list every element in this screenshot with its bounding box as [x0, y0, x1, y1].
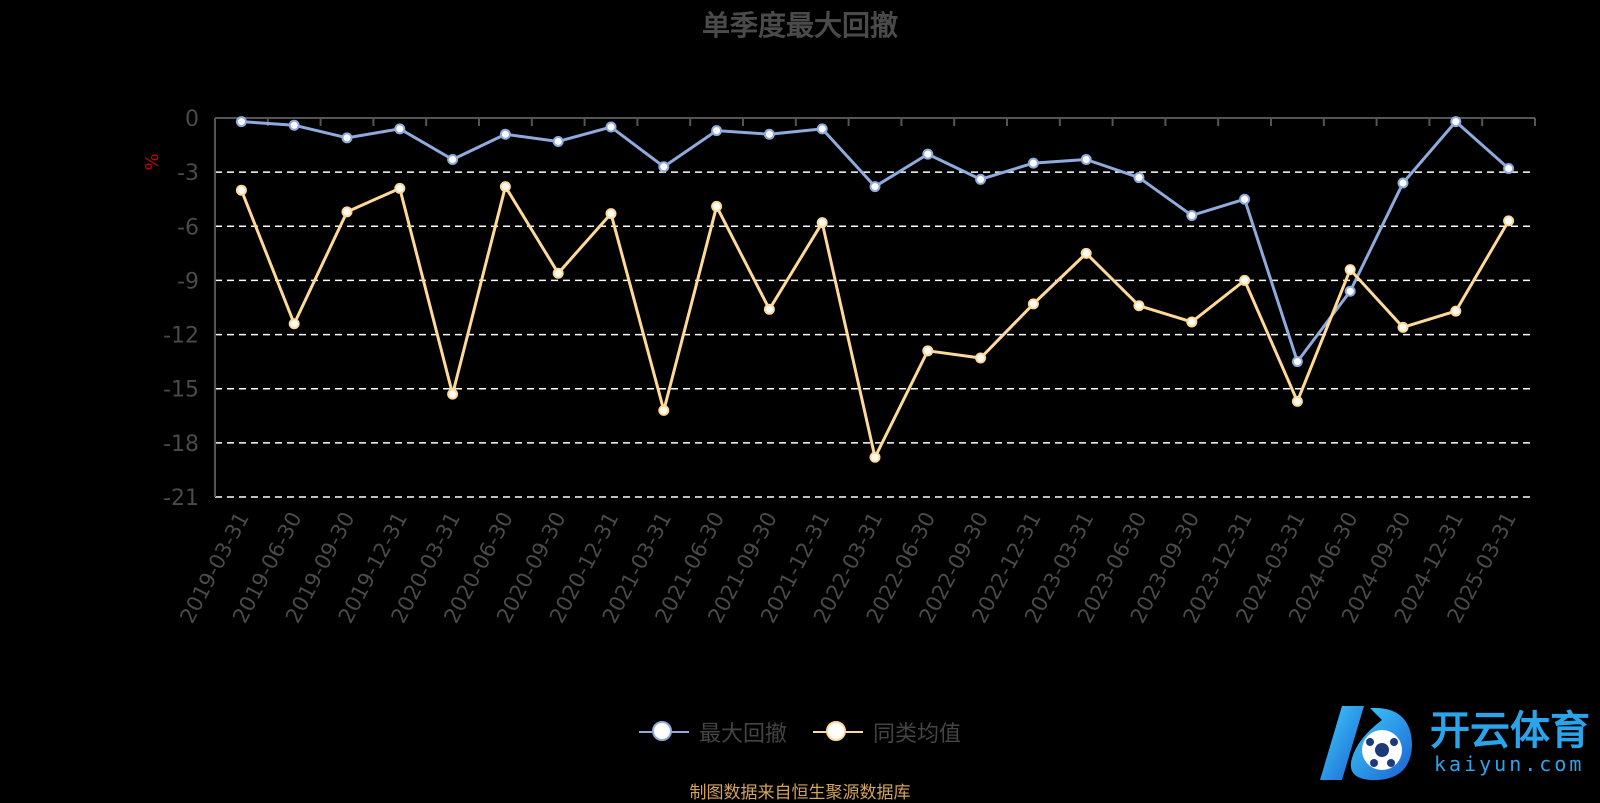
y-tick-label: -9 [177, 269, 199, 294]
source-note: 制图数据来自恒生聚源数据库 [689, 783, 911, 803]
y-tick-label: -12 [163, 324, 199, 349]
data-point-1 [1133, 300, 1145, 312]
data-point-0 [658, 161, 670, 173]
legend-label-peer-average: 同类均值 [873, 722, 962, 747]
legend: 最大回撤 同类均值 [0, 716, 1600, 748]
data-point-1 [1503, 215, 1515, 227]
data-point-1 [341, 206, 353, 218]
data-point-0 [869, 181, 881, 193]
data-point-0 [763, 128, 775, 140]
data-point-1 [658, 404, 670, 416]
data-point-1 [447, 388, 459, 400]
watermark-logo: 开云体育 kaiyun.com [1312, 698, 1600, 788]
data-point-0 [235, 116, 247, 128]
data-point-1 [1450, 305, 1462, 317]
data-point-1 [711, 200, 723, 212]
data-point-1 [1239, 274, 1251, 286]
y-tick-label: -6 [177, 215, 199, 240]
data-point-1 [1027, 298, 1039, 310]
legend-label-drawdown: 最大回撤 [698, 722, 787, 747]
data-point-0 [288, 119, 300, 131]
data-point-1 [975, 352, 987, 364]
data-point-0 [1291, 356, 1303, 368]
data-point-0 [1027, 157, 1039, 169]
data-point-1 [1080, 247, 1092, 259]
data-point-1 [394, 182, 406, 194]
data-point-1 [235, 184, 247, 196]
data-point-0 [975, 173, 987, 185]
data-point-1 [1186, 316, 1198, 328]
series-line-1 [240, 185, 1510, 459]
data-point-0 [341, 132, 353, 144]
data-point-1 [1291, 395, 1303, 407]
data-point-0 [816, 123, 828, 135]
data-point-0 [447, 154, 459, 166]
data-point-0 [1133, 172, 1145, 184]
data-point-0 [922, 148, 934, 160]
series-line-0 [241, 120, 1510, 364]
data-point-1 [499, 181, 511, 193]
data-point-0 [711, 125, 723, 137]
tick-labels: 0-3-6-9-12-15-18-21%2019-03-312019-06-30… [142, 107, 1521, 627]
data-point-1 [1344, 264, 1356, 276]
data-point-0 [499, 128, 511, 140]
chart-title: 单季度最大回撤 [701, 9, 898, 42]
data-point-0 [1080, 154, 1092, 166]
y-tick-label: -21 [163, 486, 199, 511]
data-point-1 [816, 217, 828, 229]
data-point-0 [1239, 193, 1251, 205]
data-point-0 [1450, 116, 1462, 128]
watermark-text: 开云体育 [1430, 708, 1590, 754]
data-point-1 [552, 267, 564, 279]
data-point-0 [1503, 163, 1515, 175]
y-tick-label: 0 [185, 107, 199, 132]
data-point-1 [763, 303, 775, 315]
y-tick-label: -3 [177, 161, 199, 186]
data-point-0 [394, 123, 406, 135]
legend-swatch-drawdown [638, 720, 689, 744]
y-axis-label: % [142, 153, 163, 170]
watermark-subtext: kaiyun.com [1434, 752, 1585, 776]
legend-item-peer-average[interactable]: 同类均值 [813, 716, 961, 748]
legend-item-drawdown[interactable]: 最大回撤 [638, 716, 787, 748]
data-point-1 [288, 318, 300, 330]
data-point-1 [1397, 321, 1409, 333]
legend-swatch-peer-average [813, 720, 863, 744]
grid-lines [215, 171, 1535, 498]
data-point-1 [922, 345, 934, 357]
kaiyun-logo-icon [1320, 706, 1412, 781]
data-point-0 [1397, 177, 1409, 189]
data-point-1 [869, 451, 881, 463]
series-lines [235, 116, 1515, 463]
data-point-0 [1344, 285, 1356, 297]
data-point-0 [552, 135, 564, 147]
data-point-0 [1186, 209, 1198, 221]
y-tick-label: -18 [163, 432, 199, 457]
data-point-0 [605, 121, 617, 133]
data-point-1 [605, 208, 617, 220]
y-tick-label: -15 [163, 378, 199, 403]
